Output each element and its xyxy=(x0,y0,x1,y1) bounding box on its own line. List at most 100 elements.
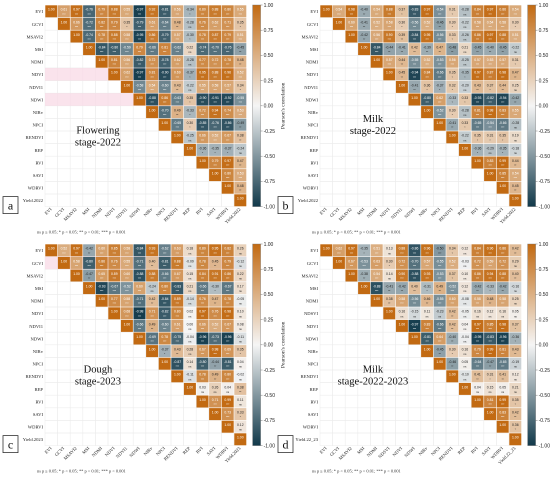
grid-cell xyxy=(69,42,84,56)
cell-significance: * xyxy=(515,63,517,67)
cell-significance: *** xyxy=(100,251,104,255)
cell-value: 1.00 xyxy=(199,159,206,163)
stage-title-line1: Milk xyxy=(363,365,384,376)
panel-c: 1.00 0.52***0.97***-0.42**0.60***0.85***0… xyxy=(2,242,287,474)
cell-value: -0.35 xyxy=(360,247,368,251)
row-label: MSAVI2 xyxy=(26,273,43,278)
cell-significance: ** xyxy=(363,277,366,281)
column-label: NDWI xyxy=(128,445,141,458)
cell-value: 0.82 xyxy=(224,247,231,251)
cell-value: 0.18 xyxy=(187,247,194,251)
heatmap-cell xyxy=(484,332,497,345)
grid-cell xyxy=(420,357,434,371)
cell-significance: *** xyxy=(501,12,505,16)
grid-cell xyxy=(458,407,472,421)
cell-value: -0.60 xyxy=(161,322,169,326)
cell-significance: ** xyxy=(151,327,154,331)
cell-significance: *** xyxy=(488,340,492,344)
cell-value: -0.46 xyxy=(436,20,444,24)
grid-cell xyxy=(357,193,371,207)
cell-value: -0.48 xyxy=(448,45,456,49)
heatmap-cell xyxy=(446,30,459,43)
heatmap-cell xyxy=(484,269,497,282)
grid-cell xyxy=(132,130,147,144)
cell-value: 0.97 xyxy=(487,33,494,37)
heatmap-cell xyxy=(171,5,184,18)
cell-value: -0.04 xyxy=(461,335,469,339)
heatmap-cell xyxy=(496,244,509,257)
cell-significance: *** xyxy=(75,251,79,255)
heatmap-cell xyxy=(421,345,434,358)
cell-value: 0.76 xyxy=(199,297,206,301)
column-label: RENDVI xyxy=(163,445,179,461)
grid-cell xyxy=(221,193,235,207)
heatmap-cell xyxy=(158,269,171,282)
cell-value: -0.46 xyxy=(448,360,456,364)
heatmap-cell xyxy=(358,256,371,269)
cell-significance: *** xyxy=(413,25,417,29)
heatmap-cell xyxy=(133,244,146,257)
cell-significance: * xyxy=(477,138,479,142)
heatmap-cell xyxy=(421,106,434,119)
grid-cell xyxy=(407,155,422,170)
cell-value: 0.62 xyxy=(212,20,219,24)
cell-significance: *** xyxy=(213,403,217,407)
cell-significance: ns xyxy=(514,314,518,318)
cell-significance: ** xyxy=(439,352,442,356)
cell-significance: *** xyxy=(350,264,354,268)
cell-significance: *** xyxy=(488,63,492,67)
cell-value: 0.48 xyxy=(237,58,244,62)
grid-cell xyxy=(145,382,159,396)
grid-cell xyxy=(319,143,333,157)
heatmap-cell xyxy=(320,244,333,257)
heatmap-cell xyxy=(45,244,58,257)
cell-value: 1.00 xyxy=(399,83,406,87)
grid-cell xyxy=(382,181,396,195)
heatmap-cell xyxy=(446,43,459,56)
cell-value: 0.62 xyxy=(336,247,343,251)
cell-significance: * xyxy=(240,352,242,356)
heatmap-cell xyxy=(433,244,446,257)
grid-cell xyxy=(357,168,371,182)
row-label: NDVI1 xyxy=(29,85,43,90)
heatmap-cell xyxy=(433,106,446,119)
grid-cell xyxy=(57,118,71,132)
heatmap-cell xyxy=(358,43,371,56)
cell-value: 0.00 xyxy=(187,322,194,326)
heatmap-cell xyxy=(171,370,184,383)
grid-cell xyxy=(395,344,409,358)
grid-cell xyxy=(319,382,333,396)
heatmap-cell xyxy=(433,43,446,56)
cell-value: 0.79 xyxy=(136,45,143,49)
grid-cell xyxy=(319,29,333,44)
heatmap-cell xyxy=(484,382,497,395)
heatmap-cell xyxy=(234,408,247,421)
heatmap-cell xyxy=(108,294,121,307)
column-label: NDMI xyxy=(366,206,379,219)
cell-significance: * xyxy=(502,138,504,142)
cell-value: 0.12 xyxy=(462,284,469,288)
heatmap-cell xyxy=(484,131,497,144)
heatmap-cell xyxy=(484,395,497,408)
cell-value: 0.81 xyxy=(499,347,506,351)
cell-significance: * xyxy=(452,113,454,117)
heatmap-cell xyxy=(370,294,383,307)
cell-significance: *** xyxy=(400,251,404,255)
cell-significance: *** xyxy=(138,251,142,255)
heatmap-cell xyxy=(209,43,222,56)
heatmap-cell xyxy=(171,80,184,93)
cell-value: 0.58 xyxy=(474,20,481,24)
heatmap-cell xyxy=(471,395,484,408)
cell-significance: *** xyxy=(413,12,417,16)
cell-significance: *** xyxy=(201,365,205,369)
heatmap-cell xyxy=(171,294,184,307)
cell-significance: ns xyxy=(239,428,243,432)
heatmap-cell xyxy=(509,118,522,131)
heatmap-cell xyxy=(421,256,434,269)
cell-significance: *** xyxy=(476,25,480,29)
row-label: WDRVI xyxy=(28,425,44,430)
cell-significance: *** xyxy=(201,75,205,79)
heatmap-cell xyxy=(484,169,497,182)
grid-cell xyxy=(44,319,58,333)
heatmap-cell xyxy=(209,319,222,332)
